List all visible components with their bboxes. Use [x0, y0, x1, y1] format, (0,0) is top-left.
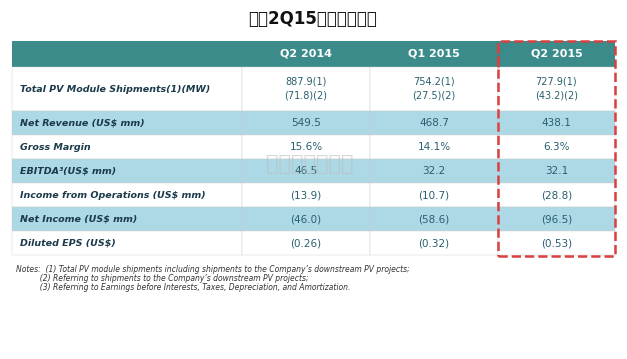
Bar [242, 207, 370, 231]
Text: (43.2)(2): (43.2)(2) [535, 91, 578, 101]
Text: Gross Margin: Gross Margin [20, 143, 91, 151]
Text: (46.0): (46.0) [290, 214, 322, 224]
Text: (2) Referring to shipments to the Company’s downstream PV projects;: (2) Referring to shipments to the Compan… [16, 274, 308, 283]
Bar [498, 135, 615, 159]
Text: 阳光工匠光伏网: 阳光工匠光伏网 [266, 154, 354, 174]
Text: Diluted EPS (US$): Diluted EPS (US$) [20, 238, 116, 247]
Text: 438.1: 438.1 [542, 118, 571, 128]
Text: 32.1: 32.1 [545, 166, 568, 176]
Bar [12, 135, 242, 159]
Bar [498, 111, 615, 135]
Text: 754.2(1): 754.2(1) [413, 77, 455, 87]
Text: (71.8)(2): (71.8)(2) [285, 91, 327, 101]
Bar [242, 111, 370, 135]
Text: (3) Referring to Earnings before Interests, Taxes, Depreciation, and Amortizatio: (3) Referring to Earnings before Interes… [16, 283, 350, 292]
Bar [12, 159, 242, 183]
Bar [370, 111, 498, 135]
Text: Q2 2015: Q2 2015 [530, 49, 582, 59]
Bar [498, 231, 615, 255]
Bar [498, 67, 615, 111]
Bar [12, 41, 242, 67]
Bar [370, 135, 498, 159]
Text: Net Revenue (US$ mm): Net Revenue (US$ mm) [20, 118, 145, 127]
Bar [12, 67, 242, 111]
Text: Q1 2015: Q1 2015 [408, 49, 460, 59]
Text: Total PV Module Shipments(1)(MW): Total PV Module Shipments(1)(MW) [20, 84, 210, 93]
Text: (0.26): (0.26) [290, 238, 322, 248]
Text: 727.9(1): 727.9(1) [535, 77, 577, 87]
Text: (27.5)(2): (27.5)(2) [413, 91, 456, 101]
Bar [370, 207, 498, 231]
Text: Q2 2014: Q2 2014 [280, 49, 332, 59]
Bar [242, 159, 370, 183]
Bar [498, 41, 615, 67]
Text: 887.9(1): 887.9(1) [285, 77, 327, 87]
Bar [498, 41, 615, 256]
Text: 英利2Q15财务表现汇总: 英利2Q15财务表现汇总 [248, 10, 377, 28]
Text: (13.9): (13.9) [290, 190, 322, 200]
Text: 15.6%: 15.6% [290, 142, 322, 152]
Text: (28.8): (28.8) [541, 190, 572, 200]
Text: 6.3%: 6.3% [543, 142, 570, 152]
Bar [498, 159, 615, 183]
Text: 468.7: 468.7 [419, 118, 449, 128]
Bar [370, 231, 498, 255]
Text: (0.53): (0.53) [541, 238, 572, 248]
Text: (0.32): (0.32) [418, 238, 450, 248]
Bar [242, 41, 370, 67]
Text: 549.5: 549.5 [291, 118, 321, 128]
Text: 32.2: 32.2 [423, 166, 446, 176]
Text: Income from Operations (US$ mm): Income from Operations (US$ mm) [20, 191, 206, 200]
Bar [242, 183, 370, 207]
Bar [12, 111, 242, 135]
Text: Notes:  (1) Total PV module shipments including shipments to the Company’s downs: Notes: (1) Total PV module shipments inc… [16, 265, 410, 274]
Bar [242, 67, 370, 111]
Text: Net Income (US$ mm): Net Income (US$ mm) [20, 214, 137, 224]
Text: EBITDA³(US$ mm): EBITDA³(US$ mm) [20, 167, 116, 176]
Text: 46.5: 46.5 [294, 166, 318, 176]
Text: 14.1%: 14.1% [418, 142, 451, 152]
Bar [370, 159, 498, 183]
Text: (58.6): (58.6) [418, 214, 450, 224]
Bar [370, 41, 498, 67]
Bar [242, 135, 370, 159]
Bar [12, 231, 242, 255]
Bar [12, 207, 242, 231]
Bar [498, 207, 615, 231]
Bar [12, 183, 242, 207]
Bar [370, 67, 498, 111]
Text: (96.5): (96.5) [541, 214, 572, 224]
Bar [370, 183, 498, 207]
Bar [498, 183, 615, 207]
Bar [242, 231, 370, 255]
Text: (10.7): (10.7) [418, 190, 450, 200]
